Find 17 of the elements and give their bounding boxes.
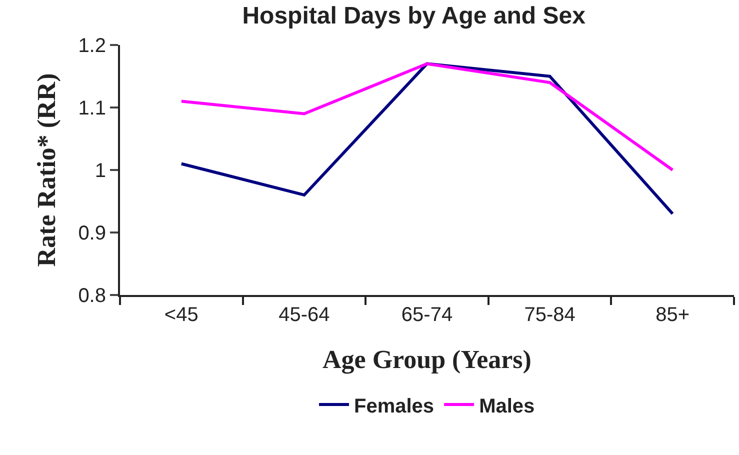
y-axis-title: Rate Ratio* (RR): [32, 73, 62, 267]
legend-label: Females: [354, 395, 434, 418]
y-tick-label: 0.9: [78, 222, 106, 244]
x-tick-label: 75-84: [524, 304, 576, 326]
line-series: [180, 62, 674, 172]
x-tick-label: <45: [164, 304, 198, 326]
chart-title: Hospital Days by Age and Sex: [242, 2, 586, 30]
y-tick-label: 1.1: [78, 98, 106, 120]
x-tick-label: 85+: [656, 304, 690, 326]
legend-label: Males: [479, 395, 535, 418]
y-tick-label: 1: [94, 160, 106, 182]
line-series: [180, 62, 674, 216]
x-tick-label: 45-64: [278, 304, 330, 326]
x-axis-title: Age Group (Years): [322, 345, 532, 374]
x-tick-label: 65-74: [401, 304, 453, 326]
y-tick-label: 1.2: [78, 35, 106, 57]
y-tick-label: 0.8: [78, 285, 106, 307]
